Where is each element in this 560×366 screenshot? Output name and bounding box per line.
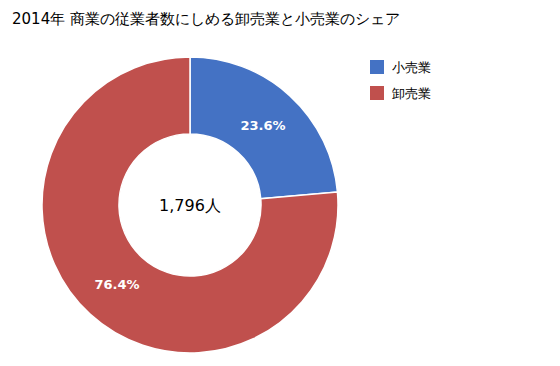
data-label: 23.6%: [240, 118, 285, 133]
legend-item: 小売業: [370, 60, 431, 75]
legend-label: 卸売業: [392, 86, 431, 101]
legend-swatch: [370, 60, 384, 74]
data-label: 76.4%: [94, 277, 139, 292]
legend: 小売業卸売業: [370, 60, 431, 101]
slice: [190, 57, 337, 199]
legend-label: 小売業: [392, 60, 431, 75]
chart: 2014年 商業の従業者数にしめる卸売業と小売業のシェア 23.6% 76.4% 1,…: [0, 0, 560, 366]
slice: [42, 57, 338, 353]
donut: [42, 57, 338, 353]
title: 2014年 商業の従業者数にしめる卸売業と小売業のシェア: [12, 10, 400, 28]
legend-item: 卸売業: [370, 86, 431, 101]
legend-swatch: [370, 86, 384, 100]
center-text: 1,796人: [159, 196, 221, 215]
labels: 23.6% 76.4% 1,796人: [94, 118, 285, 292]
